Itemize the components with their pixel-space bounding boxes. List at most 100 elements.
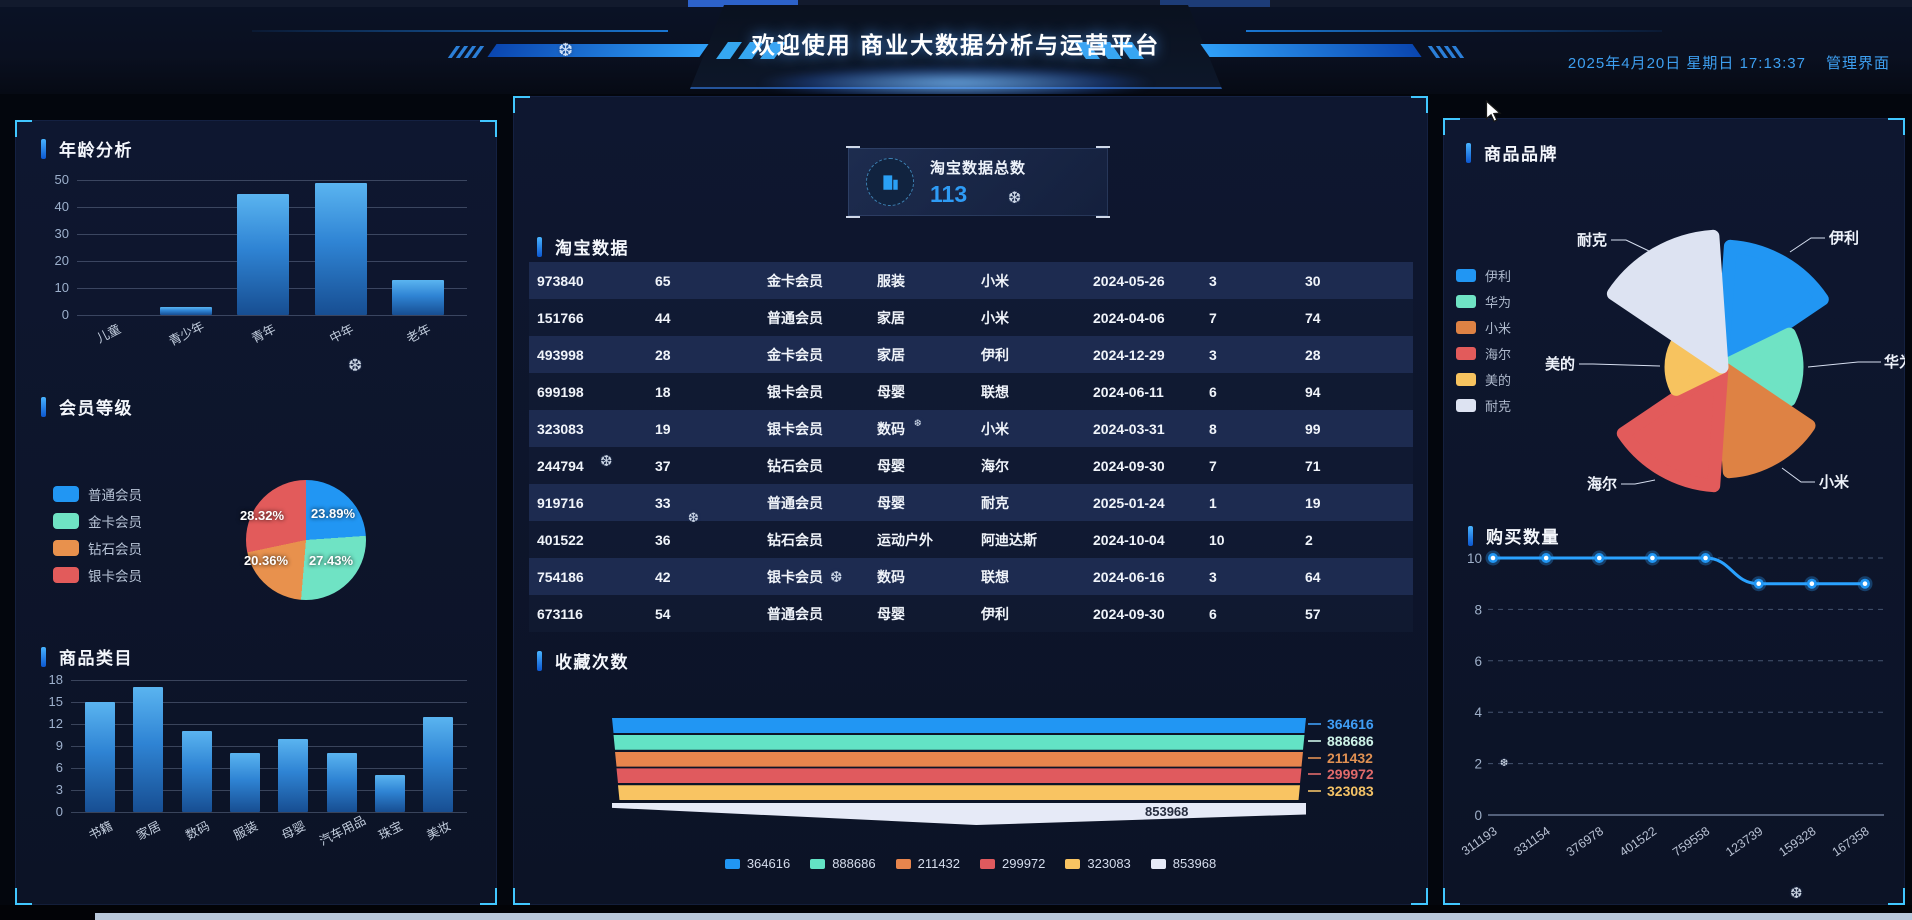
legend-label: 853968 bbox=[1172, 856, 1217, 871]
callout-line bbox=[1579, 363, 1661, 367]
table-cell: 普通会员 bbox=[767, 309, 823, 326]
table-cell: 小米 bbox=[981, 309, 1009, 326]
legend-swatch-icon bbox=[53, 513, 79, 529]
table-cell: 18 bbox=[655, 383, 671, 400]
funnel-value: 364616 bbox=[1327, 716, 1374, 732]
table-cell: 2024-06-16 bbox=[1093, 568, 1165, 585]
table-cell: 28 bbox=[655, 346, 671, 363]
callout-label: 耐克 bbox=[1577, 231, 1607, 249]
brand-legend-item-伊利[interactable]: 伊利 bbox=[1456, 266, 1511, 285]
legend-item-钻石会员[interactable]: 钻石会员 bbox=[53, 538, 142, 558]
table-row[interactable]: 401522 36 钻石会员 运动户外 阿迪达斯 2024-10-04 10 2 bbox=[529, 521, 1413, 558]
stat-corner-tick bbox=[1096, 216, 1110, 218]
brand-legend-item-海尔[interactable]: 海尔 bbox=[1456, 344, 1511, 363]
table-row[interactable]: 919716 33 普通会员 母婴 耐克 2025-01-24 1 19 bbox=[529, 484, 1413, 521]
label-connector-line bbox=[1308, 773, 1321, 776]
pie-percent-label: 28.32% bbox=[239, 508, 285, 523]
data-point-core bbox=[1650, 555, 1655, 561]
table-row[interactable]: 244794 37 钻石会员 母婴 海尔 2024-09-30 7 71 bbox=[529, 447, 1413, 484]
funnel-tail-label: 853968 bbox=[1145, 804, 1189, 819]
left-panel: 年龄分析 0 10 20 30 40 50 儿童 青少年 青年 中年 老年 会员等级 普通会员 金卡会… bbox=[15, 120, 497, 905]
corner-bracket-icon bbox=[1411, 96, 1428, 113]
corner-bracket-icon bbox=[1888, 888, 1905, 905]
y-axis-tick-label: 50 bbox=[54, 172, 69, 187]
funnel-legend-item-211432[interactable]: 211432 bbox=[895, 856, 960, 871]
y-axis-tick-label: 30 bbox=[54, 226, 69, 241]
table-cell: 10 bbox=[1209, 531, 1225, 548]
corner-bracket-icon bbox=[1888, 118, 1905, 135]
brand-legend-item-小米[interactable]: 小米 bbox=[1456, 318, 1511, 337]
legend-item-金卡会员[interactable]: 金卡会员 bbox=[53, 511, 142, 531]
header-strip-segment bbox=[688, 0, 798, 7]
table-cell: 阿迪达斯 bbox=[981, 531, 1037, 548]
funnel-legend-item-323083[interactable]: 323083 bbox=[1065, 856, 1131, 871]
funnel-legend-item-364616[interactable]: 364616 bbox=[724, 856, 790, 871]
table-cell: 30 bbox=[1305, 272, 1321, 289]
table-cell: 3 bbox=[1209, 346, 1217, 363]
legend-swatch-icon bbox=[810, 858, 826, 869]
legend-item-银卡会员[interactable]: 银卡会员 bbox=[53, 565, 142, 585]
legend-label: 金卡会员 bbox=[88, 515, 142, 530]
x-axis-tick-label: 759558 bbox=[1670, 824, 1712, 859]
pie-percent-label: 20.36% bbox=[243, 553, 289, 568]
header-line-left bbox=[252, 30, 668, 32]
brand-legend-item-华为[interactable]: 华为 bbox=[1456, 292, 1511, 311]
y-axis-tick-label: 20 bbox=[54, 253, 69, 268]
brand-legend-item-耐克[interactable]: 耐克 bbox=[1456, 396, 1511, 415]
brand-legend-item-美的[interactable]: 美的 bbox=[1456, 370, 1511, 389]
legend-label: 伊利 bbox=[1485, 269, 1512, 284]
table-cell: 小米 bbox=[981, 420, 1009, 437]
bar bbox=[315, 182, 367, 315]
table-cell: 母婴 bbox=[877, 605, 905, 622]
table-cell: 伊利 bbox=[981, 605, 1009, 622]
header-top-strip bbox=[0, 0, 1912, 7]
legend-item-普通会员[interactable]: 普通会员 bbox=[53, 484, 142, 504]
funnel-value: 323083 bbox=[1327, 783, 1374, 800]
table-cell: 银卡会员 bbox=[767, 383, 823, 400]
callout-label: 海尔 bbox=[1587, 475, 1617, 493]
table-row[interactable]: 323083 19 银卡会员 数码 小米 2024-03-31 8 99 bbox=[529, 410, 1413, 447]
table-cell: 19 bbox=[1305, 494, 1321, 511]
table-row[interactable]: 493998 28 金卡会员 家居 伊利 2024-12-29 3 28 bbox=[529, 336, 1413, 373]
bar bbox=[327, 753, 357, 812]
table-row[interactable]: 699198 18 银卡会员 母婴 联想 2024-06-11 6 94 bbox=[529, 373, 1413, 410]
rose-petal-海尔 bbox=[1616, 360, 1729, 493]
table-cell: 运动户外 bbox=[877, 531, 933, 548]
label-connector-line bbox=[1308, 790, 1321, 793]
table-cell: 64 bbox=[1305, 568, 1321, 585]
gridline bbox=[71, 702, 467, 703]
admin-link[interactable]: 管理界面 bbox=[1825, 55, 1890, 72]
table-cell: 699198 bbox=[537, 383, 584, 400]
table-row[interactable]: 151766 44 普通会员 家居 小米 2024-04-06 7 74 bbox=[529, 299, 1413, 336]
legend-label: 海尔 bbox=[1485, 347, 1512, 362]
title-accent-bar bbox=[41, 138, 46, 159]
data-point-core bbox=[1756, 581, 1762, 586]
bar bbox=[423, 716, 453, 812]
gridline bbox=[71, 746, 467, 747]
table-cell: 母婴 bbox=[877, 457, 905, 474]
funnel-legend-item-853968[interactable]: 853968 bbox=[1150, 856, 1217, 871]
table-cell: 673116 bbox=[537, 605, 583, 622]
stat-card-taobao-total: 淘宝数据总数 113 bbox=[846, 146, 1110, 218]
bar bbox=[133, 687, 163, 812]
table-cell: 金卡会员 bbox=[767, 346, 823, 363]
table-cell: 6 bbox=[1209, 605, 1217, 622]
data-point-core bbox=[1543, 555, 1549, 561]
funnel-legend-item-299972[interactable]: 299972 bbox=[980, 856, 1045, 871]
section-title-brand: 商品品牌 bbox=[1484, 145, 1558, 164]
middle-panel: 淘宝数据总数 113 淘宝数据 973840 65 金卡会员 服装 小米 2024-05-… bbox=[513, 96, 1428, 905]
table-row[interactable]: 673116 54 普通会员 母婴 伊利 2024-09-30 6 57 bbox=[529, 595, 1413, 632]
snowflake-icon: ❆ bbox=[1500, 758, 1509, 769]
y-axis-tick-label: 4 bbox=[1474, 705, 1482, 720]
table-row[interactable]: 754186 42 银卡会员 数码 联想 2024-06-16 3 64 bbox=[529, 558, 1413, 595]
table-cell: 金卡会员 bbox=[767, 272, 823, 289]
legend-label: 普通会员 bbox=[88, 488, 142, 503]
page-title: 欢迎使用 商业大数据分析与运营平台 bbox=[751, 32, 1161, 58]
label-connector-line bbox=[1308, 739, 1321, 742]
table-cell: 3 bbox=[1209, 272, 1217, 289]
table-row[interactable]: 973840 65 金卡会员 服装 小米 2024-05-26 3 30 bbox=[529, 262, 1413, 299]
title-accent-bar bbox=[41, 396, 46, 417]
funnel-legend-item-888686[interactable]: 888686 bbox=[810, 856, 876, 871]
legend-label: 小米 bbox=[1485, 321, 1512, 336]
